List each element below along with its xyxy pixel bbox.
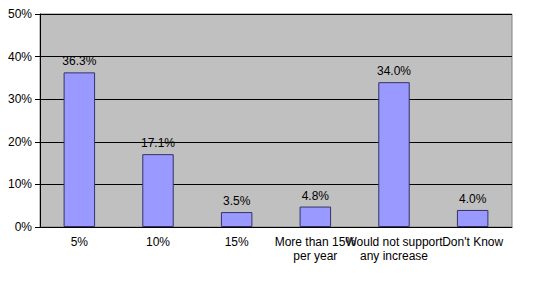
svg-text:10%: 10%: [8, 177, 32, 191]
svg-text:34.0%: 34.0%: [377, 64, 411, 78]
svg-text:50%: 50%: [8, 7, 32, 21]
svg-text:per year: per year: [293, 249, 337, 263]
svg-text:40%: 40%: [8, 50, 32, 64]
svg-text:10%: 10%: [146, 235, 170, 249]
svg-text:5%: 5%: [71, 235, 89, 249]
svg-text:0%: 0%: [15, 220, 33, 234]
svg-text:4.0%: 4.0%: [459, 192, 487, 206]
svg-text:30%: 30%: [8, 92, 32, 106]
svg-text:More than 15%: More than 15%: [275, 235, 357, 249]
svg-text:Would not support: Would not support: [345, 235, 443, 249]
svg-text:3.5%: 3.5%: [223, 194, 251, 208]
svg-text:Don't Know: Don't Know: [442, 235, 503, 249]
svg-text:any increase: any increase: [360, 249, 428, 263]
svg-text:15%: 15%: [225, 235, 249, 249]
svg-text:20%: 20%: [8, 135, 32, 149]
svg-text:4.8%: 4.8%: [302, 189, 330, 203]
svg-text:36.3%: 36.3%: [62, 54, 96, 68]
svg-text:17.1%: 17.1%: [141, 136, 175, 150]
